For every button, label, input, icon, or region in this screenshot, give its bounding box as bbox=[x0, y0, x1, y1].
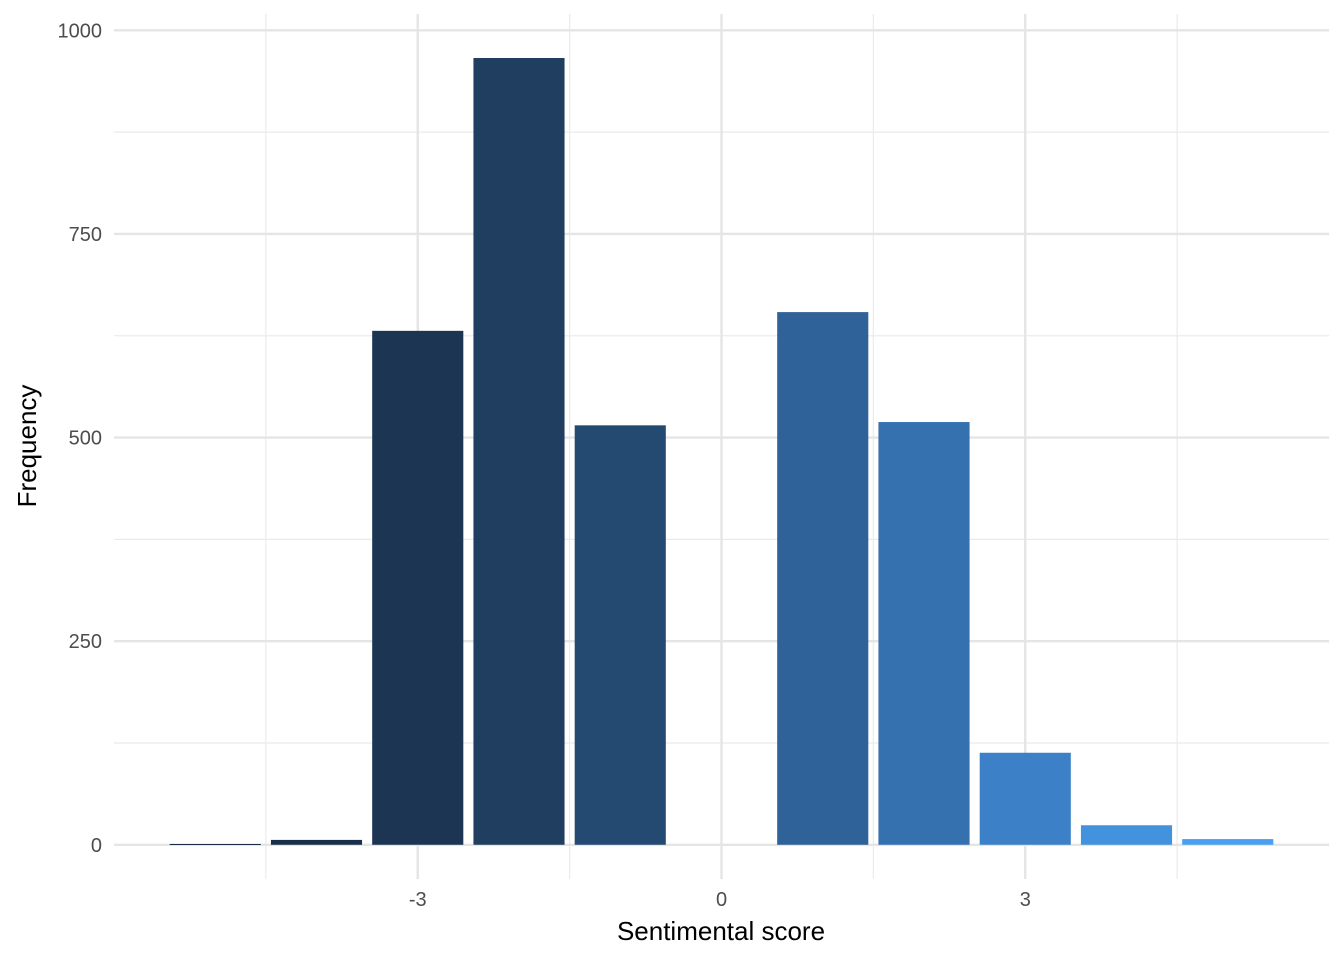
x-axis-tick-labels: -3 0 3 bbox=[409, 889, 1031, 911]
y-tick-label: 750 bbox=[69, 224, 102, 246]
x-tick-label: 0 bbox=[716, 889, 727, 911]
bar bbox=[777, 312, 869, 845]
bar bbox=[169, 843, 261, 845]
bar bbox=[574, 425, 666, 845]
bar bbox=[979, 752, 1071, 845]
x-tick-label: 3 bbox=[1020, 889, 1031, 911]
bar bbox=[878, 422, 970, 845]
y-axis-tick-labels: 0 250 500 750 1000 bbox=[58, 20, 103, 857]
bars bbox=[169, 57, 1274, 845]
y-tick-label: 500 bbox=[69, 428, 102, 450]
x-tick-label: -3 bbox=[409, 889, 427, 911]
bar bbox=[1182, 839, 1274, 845]
x-axis-title: Sentimental score bbox=[617, 916, 825, 946]
y-tick-label: 1000 bbox=[58, 20, 103, 42]
y-axis-title: Frequency bbox=[12, 385, 42, 508]
bar bbox=[473, 57, 565, 845]
bar bbox=[372, 330, 464, 845]
bar bbox=[1080, 825, 1173, 845]
bar bbox=[270, 839, 363, 845]
y-tick-label: 250 bbox=[69, 631, 102, 653]
y-tick-label: 0 bbox=[91, 835, 102, 857]
